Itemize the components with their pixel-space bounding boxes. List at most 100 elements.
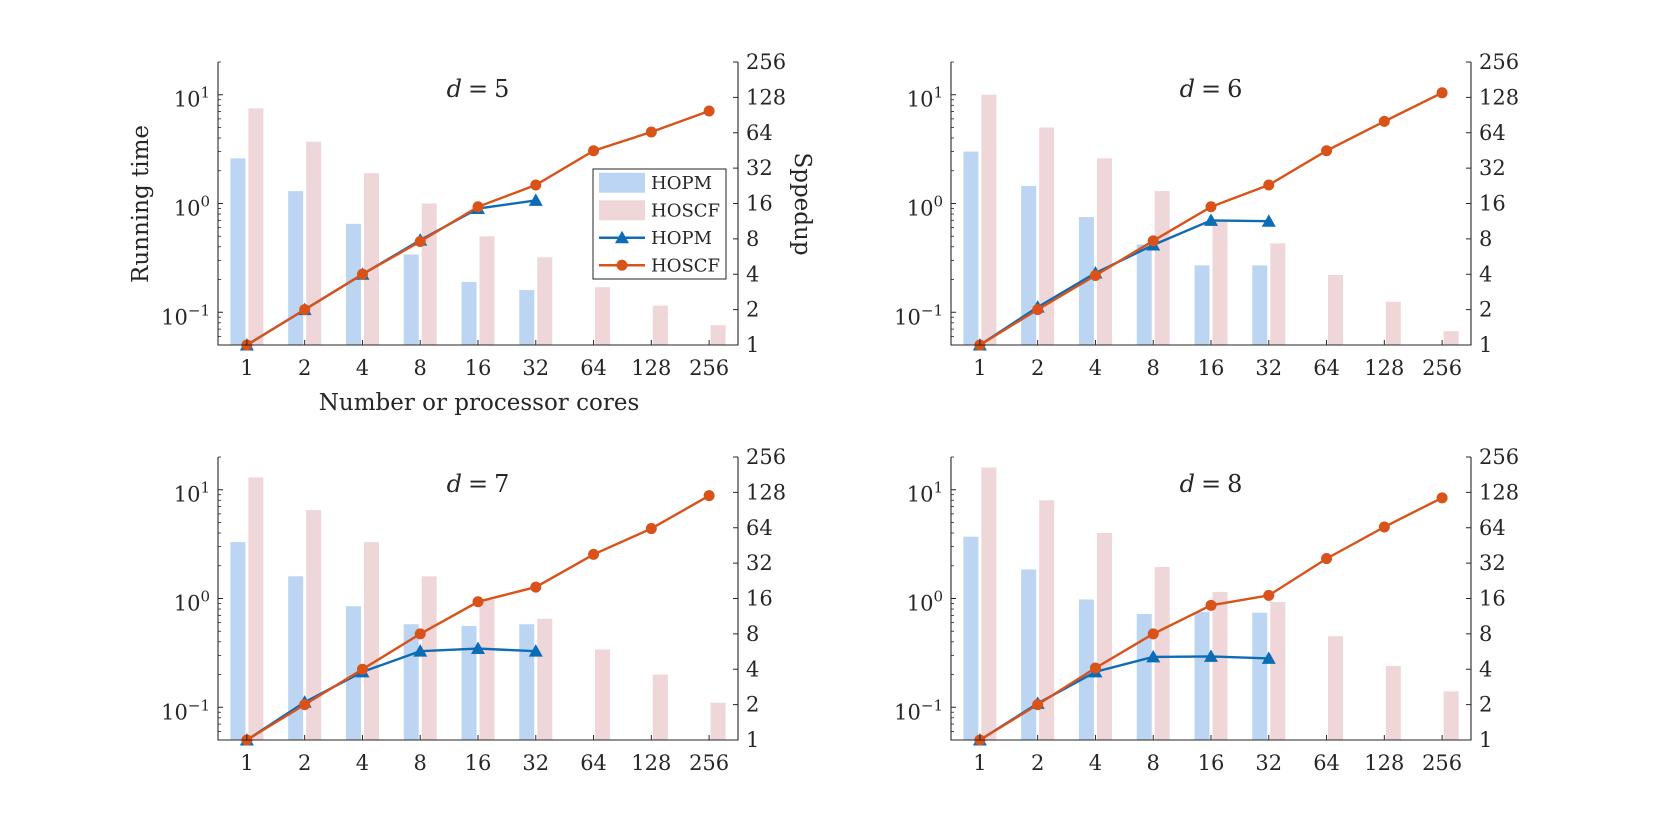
bar-hoscf-1: [248, 477, 264, 740]
marker-hoscf-128: [1378, 521, 1390, 533]
right-tick-label: 2: [746, 298, 759, 322]
bar-hoscf-4: [363, 542, 379, 740]
legend-swatch: [599, 172, 645, 193]
panel-title: d = 7: [447, 470, 510, 498]
x-axis-label: Number or processor cores: [319, 390, 640, 416]
marker-hopm-16: [1204, 213, 1218, 226]
right-tick-label: 32: [746, 156, 773, 180]
bar-hoscf-2: [306, 510, 322, 740]
marker-hoscf-128: [645, 126, 657, 138]
right-tick-label: 128: [1479, 480, 1519, 504]
bar-hopm-16: [461, 625, 477, 740]
left-tick-label: 100: [174, 588, 210, 616]
right-tick-label: 256: [746, 50, 786, 74]
bar-hopm-4: [345, 223, 361, 345]
bar-hoscf-32: [537, 257, 553, 345]
x-tick-label: 8: [414, 356, 427, 380]
panel-4: 1 2 4 8 16 32 64 128 256 10−1 100 101 1 2 4 8 16 32 64 128 2…: [894, 445, 1519, 775]
right-tick-label: 128: [1479, 85, 1519, 109]
x-tick-label: 256: [1422, 356, 1462, 380]
marker-hopm-32: [528, 644, 543, 657]
right-tick-label: 256: [1479, 50, 1519, 74]
marker-hoscf-8: [414, 235, 426, 247]
x-tick-label: 32: [1255, 751, 1282, 775]
bar-hopm-1: [230, 158, 246, 345]
right-tick-label: 16: [1479, 192, 1506, 216]
bar-hoscf-16: [479, 236, 495, 345]
bar-hoscf-256: [1443, 691, 1459, 740]
x-tick-label: 2: [1031, 356, 1044, 380]
bar-hopm-32: [1252, 612, 1268, 740]
bar-hopm-8: [403, 254, 419, 345]
bar-hoscf-32: [537, 618, 553, 740]
marker-hopm-32: [1261, 651, 1276, 664]
bar-hoscf-64: [595, 649, 611, 740]
marker-hoscf-16: [1205, 201, 1217, 213]
bar-hopm-2: [1021, 569, 1037, 740]
marker-hoscf-128: [645, 523, 657, 535]
right-tick-label: 64: [746, 121, 773, 145]
x-tick-label: 16: [1198, 751, 1225, 775]
right-tick-label: 4: [746, 262, 759, 286]
bar-hopm-4: [345, 606, 361, 740]
panels: 1 2 4 8 16 32 64 128 25610−110010112481632641282…: [161, 50, 1519, 775]
marker-hoscf-2: [299, 304, 311, 316]
x-tick-label: 32: [1255, 356, 1282, 380]
left-tick-label: 10−1: [894, 301, 943, 329]
right-tick-label: 2: [1479, 298, 1492, 322]
bar-hopm-2: [288, 576, 304, 740]
bar-hoscf-32: [1270, 601, 1286, 740]
bar-hopm-32: [519, 290, 535, 345]
bar-hoscf-16: [1212, 591, 1228, 740]
bar-hoscf-8: [1154, 566, 1170, 740]
bar-hoscf-1: [981, 467, 997, 740]
x-tick-label: 8: [1147, 356, 1160, 380]
x-tick-label: 1: [973, 751, 986, 775]
bar-hoscf-128: [652, 674, 668, 740]
left-tick-label: 101: [907, 84, 943, 112]
bar-hoscf-4: [1096, 533, 1112, 740]
x-tick-label: 16: [465, 356, 492, 380]
x-tick-label: 4: [1089, 356, 1102, 380]
x-tick-label: 64: [580, 751, 607, 775]
x-tick-label: 64: [1313, 751, 1340, 775]
line-hopm: [246, 647, 536, 742]
right-tick-label: 1: [1479, 728, 1492, 752]
bar-hopm-1: [963, 151, 979, 345]
bar-hopm-8: [1136, 614, 1152, 740]
marker-hoscf-256: [703, 490, 715, 502]
panel-title: d = 6: [1180, 75, 1243, 103]
right-tick-label: 32: [1479, 551, 1506, 575]
x-tick-label: 16: [465, 751, 492, 775]
x-tick-label: 4: [1089, 751, 1102, 775]
bar-hoscf-256: [710, 325, 726, 345]
legend-entry-2: HOSCF: [599, 200, 720, 221]
left-tick-label: 101: [907, 479, 943, 507]
bar-hoscf-64: [1328, 275, 1344, 345]
bar-hopm-16: [1194, 265, 1210, 345]
bar-hoscf-64: [595, 287, 611, 345]
x-tick-label: 128: [631, 751, 671, 775]
x-tick-label: 256: [689, 356, 729, 380]
x-tick-label: 128: [631, 356, 671, 380]
bar-hoscf-16: [479, 599, 495, 740]
x-tick-label: 1: [240, 356, 253, 380]
right-tick-label: 8: [1479, 227, 1492, 251]
x-tick-label: 2: [298, 356, 311, 380]
right-tick-label: 1: [746, 728, 759, 752]
bar-hopm-2: [288, 191, 304, 345]
legend-label: HOSCF: [651, 255, 720, 276]
x-tick-label: 4: [356, 356, 369, 380]
marker-hoscf-256: [1436, 492, 1448, 504]
legend-label: HOPM: [651, 228, 712, 249]
bar-hoscf-16: [1212, 220, 1228, 345]
left-tick-label: 101: [174, 84, 210, 112]
panel-3: 1 2 4 8 16 32 64 128 256 10−1 100 101 1 2 4 8 16 32 64 128 2…: [161, 445, 786, 775]
bar-hopm-32: [519, 624, 535, 740]
bar-hoscf-8: [1154, 191, 1170, 345]
bar-hoscf-256: [1443, 331, 1459, 345]
marker-hoscf-16: [1205, 599, 1217, 611]
bar-hoscf-1: [248, 108, 264, 345]
bar-hoscf-8: [421, 576, 437, 740]
